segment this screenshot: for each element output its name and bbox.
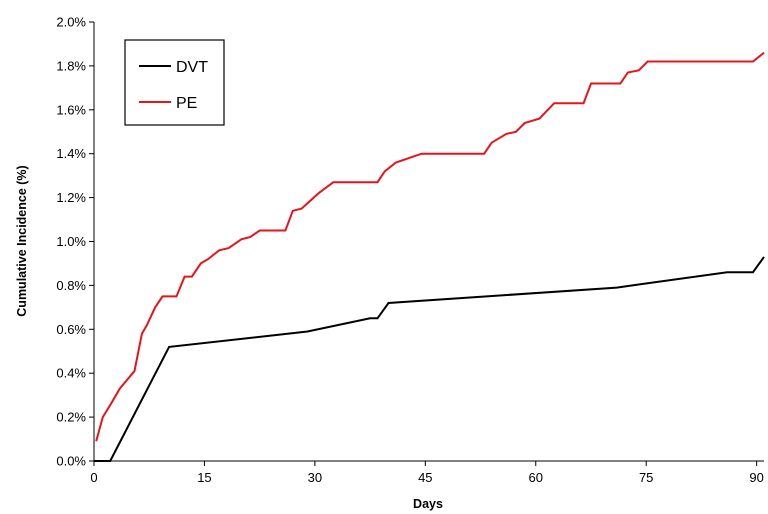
x-tick-label: 60 (529, 470, 543, 485)
y-tick-label: 0.6% (56, 322, 86, 337)
x-tick-label: 15 (197, 470, 211, 485)
y-tick-label: 0.2% (56, 410, 86, 425)
y-tick-label: 1.8% (56, 58, 86, 73)
x-tick-label: 30 (308, 470, 322, 485)
legend-box (124, 39, 225, 126)
x-tick-label: 45 (418, 470, 432, 485)
y-tick-label: 2.0% (56, 15, 86, 30)
series-line-dvt (94, 256, 765, 462)
x-axis: 0 15 30 45 60 75 90 (90, 461, 764, 485)
y-tick-label: 1.0% (56, 234, 86, 249)
legend: DVT PE (124, 39, 225, 126)
y-tick-label: 0.8% (56, 278, 86, 293)
x-axis-title: Days (413, 497, 443, 511)
y-tick-label: 1.2% (56, 190, 86, 205)
series-layer (94, 51, 765, 462)
x-tick-label: 90 (749, 470, 763, 485)
y-axis: 0.0% 0.2% 0.4% 0.6% 0.8% 1.0% 1.2% 1.4% 1.6% 1.8%… (56, 15, 94, 469)
x-tick-label: 75 (639, 470, 653, 485)
y-tick-label: 0.0% (56, 454, 86, 469)
y-tick-label: 1.4% (56, 146, 86, 161)
y-axis-title: Cumulative Incidence (%) (15, 165, 29, 316)
legend-label-dvt: DVT (176, 59, 208, 76)
y-tick-label: 1.6% (56, 102, 86, 117)
legend-label-pe: PE (176, 95, 197, 112)
y-tick-label: 0.4% (56, 366, 86, 381)
x-tick-label: 0 (90, 470, 97, 485)
series-line-pe (95, 51, 765, 442)
